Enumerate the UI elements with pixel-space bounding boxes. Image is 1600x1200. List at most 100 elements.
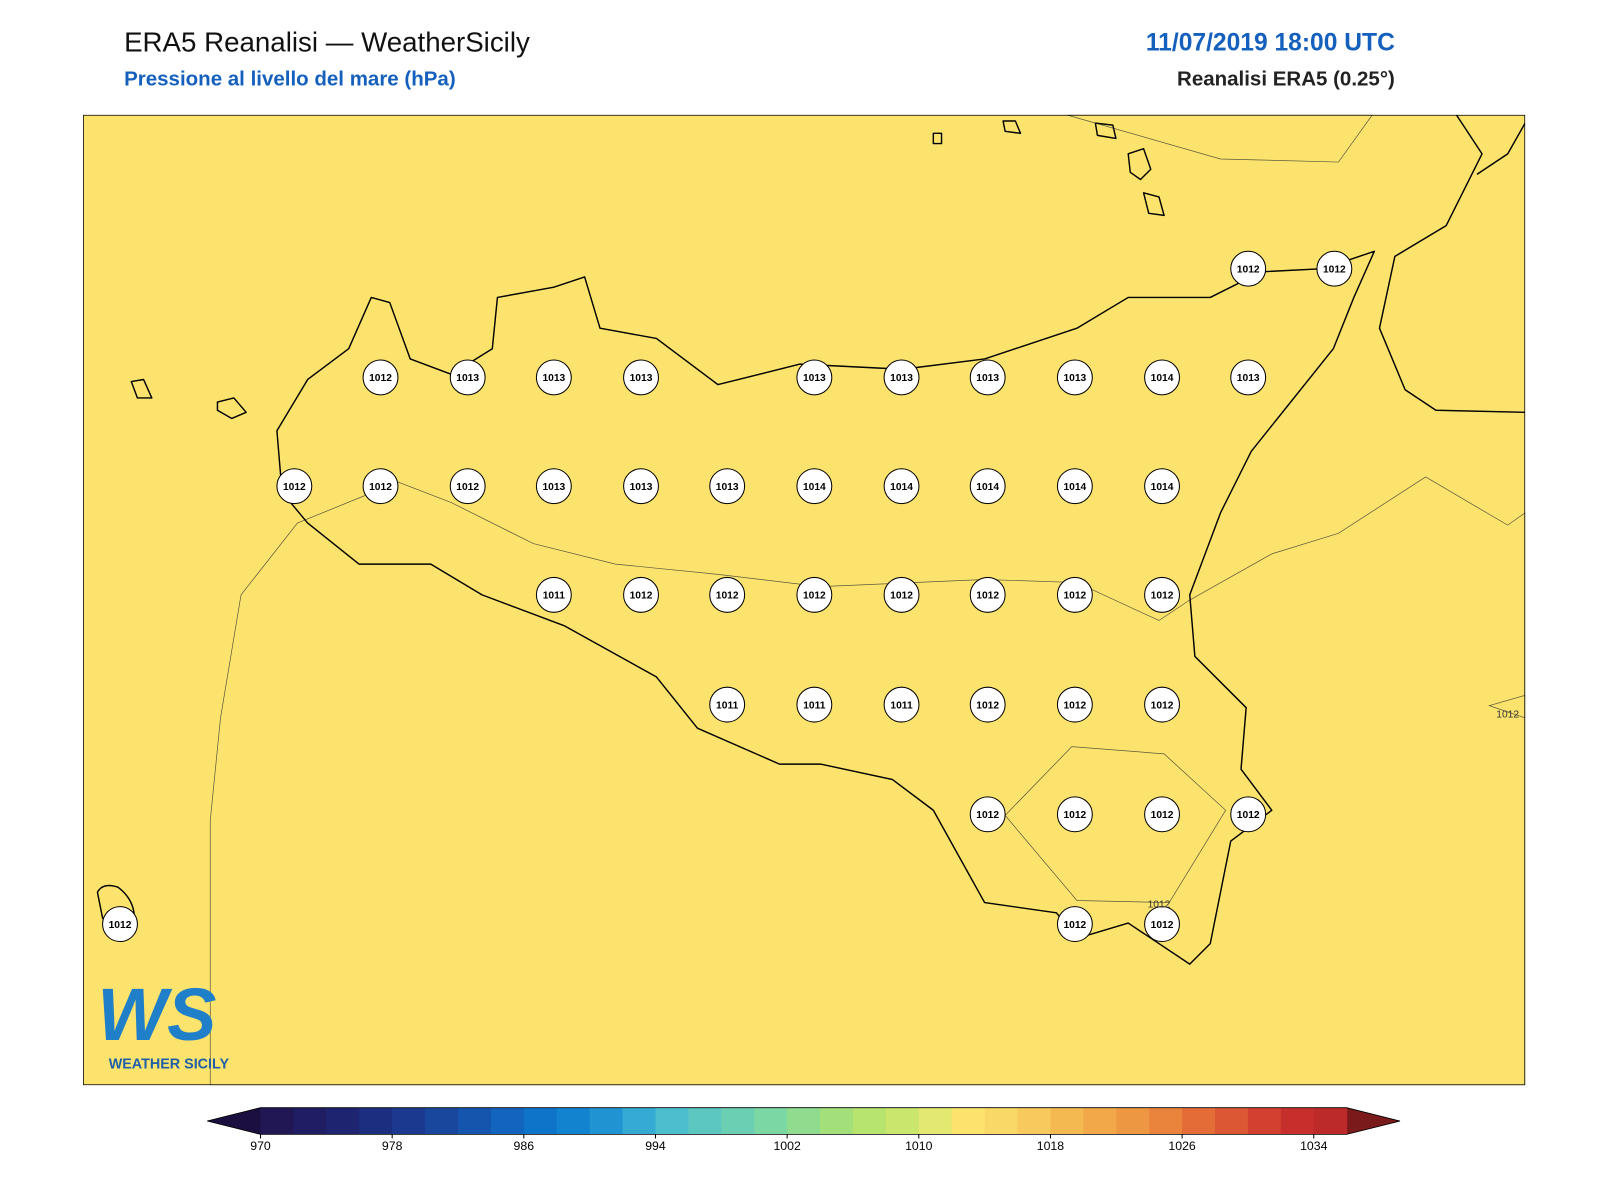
colorbar-bin [754, 1107, 788, 1135]
colorbar-bin [918, 1107, 953, 1135]
station-value: 1012 [1063, 591, 1086, 602]
station-value: 1012 [890, 591, 913, 602]
source: Reanalisi ERA5 (0.25°) [1177, 67, 1395, 90]
station-marker [796, 576, 833, 613]
colorbar-bin [1149, 1107, 1183, 1135]
station-value: 1013 [630, 482, 653, 493]
colorbar-over [1346, 1107, 1400, 1135]
colorbar-bin [885, 1107, 920, 1135]
station-value: 1013 [1063, 373, 1086, 384]
station-marker [623, 576, 659, 613]
station-marker [1056, 359, 1093, 396]
station-marker [362, 468, 399, 505]
station-value: 1012 [109, 920, 132, 931]
station-marker [883, 468, 920, 505]
station-value: 1012 [1063, 700, 1086, 711]
station-value: 1014 [890, 482, 913, 493]
station-marker [796, 468, 833, 505]
station-value: 1012 [976, 591, 999, 602]
colorbar-bin [688, 1107, 722, 1135]
calabria-coast [1476, 122, 1526, 175]
station-marker [1316, 250, 1353, 287]
colorbar-bin [984, 1107, 1019, 1135]
station-value: 1012 [369, 482, 392, 493]
calabria-coast [1378, 114, 1526, 414]
station-value: 1014 [1151, 373, 1174, 384]
station-value: 1011 [543, 591, 566, 602]
station-value: 1014 [976, 482, 999, 493]
station-marker [883, 359, 920, 396]
colorbar-bin [523, 1107, 558, 1135]
station-marker [883, 576, 920, 613]
colorbar-tick-label: 970 [250, 1139, 271, 1153]
colorbar-bin [721, 1107, 755, 1135]
station-marker [883, 686, 920, 723]
station-value: 1011 [890, 700, 913, 711]
station-value: 1011 [803, 700, 826, 711]
station-marker [535, 359, 572, 396]
station-marker [1144, 906, 1180, 943]
subtitle: Pressione al livello del mare (hPa) [124, 67, 456, 90]
station-value: 1012 [1063, 810, 1086, 821]
colorbar-tick-label: 1010 [905, 1139, 933, 1153]
station-marker [709, 576, 746, 613]
station-value: 1013 [890, 373, 913, 384]
station-value: 1012 [1151, 591, 1174, 602]
station-marker [1056, 686, 1093, 723]
title: ERA5 Reanalisi — WeatherSicily [124, 26, 530, 57]
colorbar-bin [1050, 1107, 1084, 1135]
station-marker [1144, 468, 1180, 505]
colorbar-bin [326, 1107, 360, 1135]
station-value: 1012 [716, 591, 739, 602]
station-marker [1056, 468, 1093, 505]
station-value: 1011 [716, 700, 739, 711]
station-marker [796, 686, 833, 723]
station-marker [1230, 250, 1267, 287]
station-value: 1013 [1237, 373, 1260, 384]
station-marker [1056, 906, 1093, 943]
contour-label: 1012 [1496, 710, 1519, 721]
colorbar-bin [490, 1107, 525, 1135]
station-marker [362, 359, 399, 396]
station-marker [969, 796, 1006, 833]
colorbar-bin [359, 1107, 393, 1135]
colorbar-bin [589, 1107, 624, 1135]
colorbar-bin [787, 1107, 821, 1135]
station-marker [535, 576, 572, 613]
colorbar-bin [1182, 1107, 1216, 1135]
colorbar-bin [622, 1107, 656, 1135]
station-marker [276, 468, 313, 505]
station-value: 1012 [369, 373, 392, 384]
colorbar-tick-label: 1026 [1168, 1139, 1196, 1153]
colorbar-tick-label: 994 [645, 1139, 666, 1153]
station-value: 1012 [1323, 264, 1346, 275]
station-marker [535, 468, 572, 505]
station-value: 1013 [456, 373, 479, 384]
colorbar-bin [1313, 1107, 1348, 1135]
colorbar-tick-label: 986 [514, 1139, 535, 1153]
station-marker [709, 686, 746, 723]
colorbar-under [207, 1107, 261, 1135]
station-value: 1013 [976, 373, 999, 384]
colorbar-bin [1017, 1107, 1051, 1135]
station-marker [1056, 796, 1093, 833]
station-marker [1056, 576, 1093, 613]
station-marker [1144, 359, 1180, 396]
date: 11/07/2019 18:00 UTC [1146, 30, 1395, 57]
colorbar-bin [951, 1107, 986, 1135]
station-marker [969, 576, 1006, 613]
station-value: 1012 [976, 810, 999, 821]
colorbar-bin [852, 1107, 887, 1135]
station-marker [1144, 686, 1180, 723]
station-value: 1012 [630, 591, 653, 602]
sicily-coast [276, 250, 1376, 965]
station-marker [623, 359, 659, 396]
station-marker [1144, 576, 1180, 613]
colorbar-bin [260, 1107, 294, 1135]
station-marker [1230, 796, 1267, 833]
colorbar-tick-label: 1018 [1037, 1139, 1065, 1153]
colorbar-bin [655, 1107, 689, 1135]
station-marker [102, 906, 138, 943]
island [932, 120, 1165, 217]
